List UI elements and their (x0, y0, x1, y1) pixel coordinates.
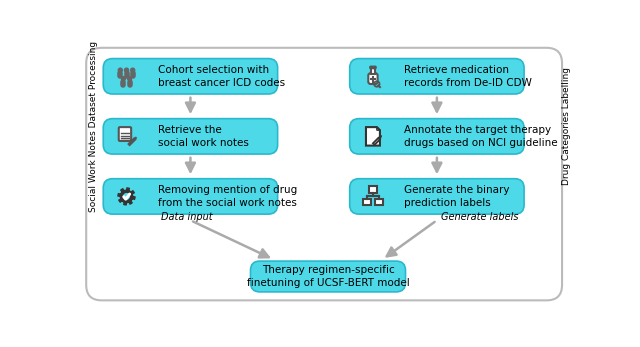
FancyBboxPatch shape (370, 66, 376, 69)
Circle shape (121, 76, 126, 81)
Text: Data input: Data input (161, 212, 212, 222)
Polygon shape (118, 188, 135, 205)
Polygon shape (377, 127, 380, 130)
Circle shape (127, 76, 132, 81)
Text: Generate the binary
prediction labels: Generate the binary prediction labels (404, 185, 509, 208)
Text: Cohort selection with
breast cancer ICD codes: Cohort selection with breast cancer ICD … (157, 65, 285, 88)
Polygon shape (366, 127, 380, 146)
FancyBboxPatch shape (371, 68, 375, 74)
Polygon shape (378, 136, 381, 139)
Text: Social Work Notes Dataset Processing: Social Work Notes Dataset Processing (89, 41, 98, 212)
FancyBboxPatch shape (369, 186, 377, 193)
Circle shape (118, 67, 123, 73)
Text: Therapy regimen-specific
finetuning of UCSF-BERT model: Therapy regimen-specific finetuning of U… (246, 265, 410, 288)
FancyBboxPatch shape (375, 199, 383, 205)
FancyBboxPatch shape (86, 48, 562, 301)
FancyBboxPatch shape (368, 73, 378, 84)
Text: Retrieve the
social work notes: Retrieve the social work notes (157, 125, 248, 148)
FancyBboxPatch shape (250, 261, 406, 292)
Text: Retrieve medication
records from De-ID CDW: Retrieve medication records from De-ID C… (404, 65, 532, 88)
Text: Annotate the target therapy
drugs based on NCI guideline: Annotate the target therapy drugs based … (404, 125, 557, 148)
Polygon shape (373, 138, 380, 145)
FancyBboxPatch shape (103, 59, 278, 94)
FancyBboxPatch shape (363, 199, 371, 205)
Text: Generate labels: Generate labels (441, 212, 518, 222)
Circle shape (123, 193, 130, 200)
Circle shape (130, 67, 136, 73)
FancyBboxPatch shape (349, 59, 524, 94)
FancyBboxPatch shape (349, 179, 524, 214)
FancyBboxPatch shape (119, 127, 131, 141)
Circle shape (124, 67, 129, 73)
FancyBboxPatch shape (103, 179, 278, 214)
Text: Drug Categories Labelling: Drug Categories Labelling (562, 67, 572, 185)
FancyBboxPatch shape (103, 119, 278, 154)
FancyBboxPatch shape (349, 119, 524, 154)
Text: Removing mention of drug
from the social work notes: Removing mention of drug from the social… (157, 185, 297, 208)
